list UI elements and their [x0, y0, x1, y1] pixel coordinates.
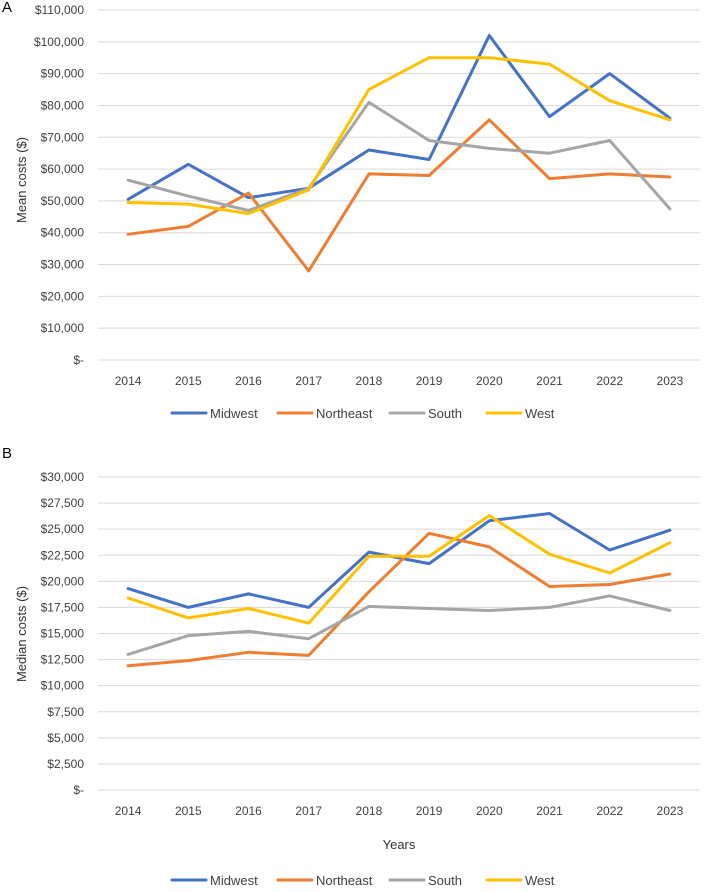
y-tick-label: $20,000 — [41, 289, 85, 303]
y-tick-label: $20,000 — [41, 574, 85, 588]
y-tick-label: $70,000 — [41, 130, 85, 144]
y-tick-label: $100,000 — [34, 35, 84, 49]
x-tick-label: 2017 — [295, 374, 322, 388]
legend-label-midwest: Midwest — [210, 406, 258, 421]
legend-label-south: South — [428, 406, 462, 421]
chart-panel-a: A $- $10,000 $20,000 $30,000 $40,000 $50,000 $6… — [2, 0, 700, 421]
series-line-west — [126, 514, 672, 625]
y-tick-label: $110,000 — [35, 3, 84, 17]
y-tick-label: $12,500 — [41, 653, 85, 667]
y-tick-label: $10,000 — [41, 321, 85, 335]
chart-panel-b: B $- $2,500 $5,000 $7,500 $10,000 $12,500 $15,0… — [2, 445, 700, 888]
y-tick-label: $27,500 — [41, 496, 85, 510]
x-tick-label: 2014 — [115, 804, 142, 818]
x-tick-label: 2014 — [115, 374, 142, 388]
x-tick-label: 2020 — [476, 804, 503, 818]
legend-label-west: West — [525, 406, 555, 421]
x-tick-label: 2017 — [295, 804, 322, 818]
y-tick-label: $30,000 — [41, 470, 85, 484]
legend-label-northeast: Northeast — [316, 873, 373, 888]
y-tick-label: $90,000 — [41, 67, 85, 81]
legend-label-midwest: Midwest — [210, 873, 258, 888]
y-axis-title: Mean costs ($) — [14, 137, 29, 223]
y-axis-title: Median costs ($) — [14, 586, 29, 682]
x-tick-label: 2015 — [175, 804, 202, 818]
y-tick-label: $60,000 — [41, 162, 85, 176]
x-tick-label: 2021 — [536, 374, 563, 388]
y-tick-label: $10,000 — [41, 679, 85, 693]
series-line-south — [126, 100, 672, 212]
y-tick-label: $25,000 — [41, 522, 85, 536]
x-tick-label: 2016 — [235, 804, 262, 818]
y-tick-label: $2,500 — [47, 757, 84, 771]
legend: Midwest Northeast South West — [170, 406, 555, 421]
x-tick-label: 2022 — [596, 804, 623, 818]
x-tick-label: 2019 — [416, 804, 443, 818]
x-tick-label: 2016 — [235, 374, 262, 388]
x-tick-label: 2018 — [356, 804, 383, 818]
x-tick-label: 2018 — [356, 374, 383, 388]
x-tick-label: 2021 — [536, 804, 563, 818]
y-tick-label: $7,500 — [47, 705, 84, 719]
y-tick-label: $15,000 — [41, 627, 85, 641]
panel-label: A — [2, 0, 12, 16]
series-line-northeast — [126, 531, 672, 668]
x-tick-label: 2015 — [175, 374, 202, 388]
legend-label-south: South — [428, 873, 462, 888]
legend-label-northeast: Northeast — [316, 406, 373, 421]
x-axis-title: Years — [383, 837, 416, 852]
y-tick-label: $30,000 — [41, 258, 85, 272]
y-tick-label: $17,500 — [41, 600, 85, 614]
y-tick-label: $80,000 — [41, 98, 85, 112]
y-tick-label: $- — [73, 783, 84, 797]
y-tick-label: $40,000 — [41, 226, 85, 240]
y-tick-label: $50,000 — [41, 194, 85, 208]
series-line-south — [126, 594, 672, 656]
y-tick-label: $5,000 — [47, 731, 84, 745]
legend: Midwest Northeast South West — [170, 873, 555, 888]
series-line-west — [126, 56, 672, 216]
y-tick-label: $- — [73, 353, 84, 367]
y-tick-label: $22,500 — [41, 548, 85, 562]
series-line-northeast — [126, 118, 672, 273]
x-tick-label: 2023 — [657, 374, 684, 388]
legend-label-west: West — [525, 873, 555, 888]
panel-label: B — [2, 445, 12, 462]
x-tick-label: 2019 — [416, 374, 443, 388]
x-tick-label: 2022 — [596, 374, 623, 388]
x-tick-label: 2020 — [476, 374, 503, 388]
series-line-midwest — [126, 34, 672, 201]
x-tick-label: 2023 — [657, 804, 684, 818]
series-line-midwest — [126, 512, 672, 609]
